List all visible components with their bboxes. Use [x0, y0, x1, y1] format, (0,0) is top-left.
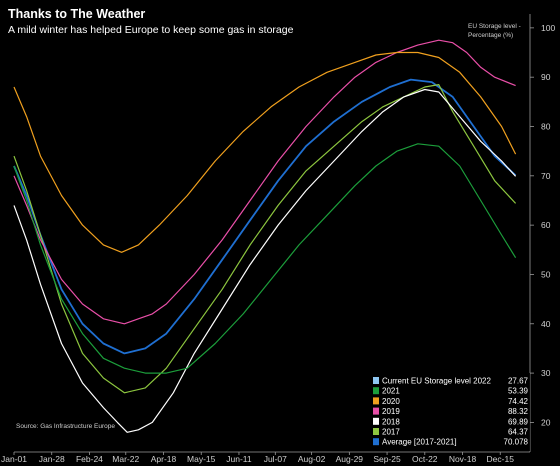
series-line-2018	[13, 88, 517, 433]
legend-swatch	[373, 438, 379, 446]
legend-swatch	[373, 428, 379, 435]
legend-label: 2018	[382, 417, 400, 426]
legend-swatch	[373, 387, 379, 395]
legend-value: 27.67	[508, 377, 529, 386]
y-axis-title: Percentage (%)	[468, 32, 513, 39]
y-tick-label: 100	[541, 23, 555, 33]
x-tick-label: Jan-28	[39, 454, 65, 464]
legend-label: 2020	[382, 397, 400, 406]
legend-value: 53.39	[508, 387, 529, 396]
legend-box	[370, 373, 530, 451]
legend-label: Current EU Storage level 2022	[382, 377, 492, 386]
x-tick-label: Dec-15	[487, 454, 515, 464]
x-tick-label: Jul-07	[264, 454, 287, 464]
legend-label: Average [2017-2021]	[382, 438, 457, 447]
x-tick-label: Apr-18	[151, 454, 177, 464]
legend-label: 2017	[382, 428, 400, 437]
y-tick-label: 80	[541, 122, 551, 132]
y-axis-title: EU Storage level -	[468, 23, 521, 30]
legend-swatch	[373, 417, 379, 425]
x-tick-label: Feb-24	[76, 454, 103, 464]
y-tick-label: 60	[541, 220, 551, 230]
series-line-2020	[13, 51, 517, 253]
legend-swatch	[373, 397, 379, 405]
series-line-2017	[13, 84, 517, 394]
x-tick-label: Sep-25	[373, 454, 401, 464]
y-tick-label: 90	[541, 72, 551, 82]
chart-subtitle: A mild winter has helped Europe to keep …	[8, 24, 294, 36]
x-tick-label: Jan-01	[1, 454, 27, 464]
legend-label: 2019	[382, 407, 400, 416]
x-tick-label: Nov-18	[449, 454, 477, 464]
x-tick-label: Oct-22	[412, 454, 438, 464]
x-tick-label: Aug-02	[298, 454, 326, 464]
x-tick-label: Jun-11	[226, 454, 252, 464]
y-tick-label: 50	[541, 269, 551, 279]
source-note: Source: Gas Infrastructure Europe	[16, 423, 115, 430]
legend-label: 2021	[382, 387, 400, 396]
legend-value: 70.078	[504, 438, 529, 447]
x-tick-label: May-15	[187, 454, 216, 464]
chart-title: Thanks to The Weather	[8, 7, 146, 21]
legend-swatch	[373, 407, 379, 415]
y-tick-label: 70	[541, 171, 551, 181]
series-line-2019	[13, 39, 516, 325]
legend-swatch	[373, 377, 379, 384]
x-tick-label: Aug-29	[336, 454, 364, 464]
y-tick-label: 20	[541, 417, 551, 427]
y-tick-label: 40	[541, 319, 551, 329]
x-tick-label: Mar-22	[112, 454, 139, 464]
series-line-average-2017-2021	[13, 78, 517, 355]
legend-value: 64.37	[508, 428, 529, 437]
legend-value: 69.89	[508, 417, 529, 426]
legend-value: 88.32	[508, 407, 529, 416]
series-line-2021	[13, 143, 517, 374]
legend-value: 74.42	[508, 397, 529, 406]
y-tick-label: 30	[541, 368, 551, 378]
